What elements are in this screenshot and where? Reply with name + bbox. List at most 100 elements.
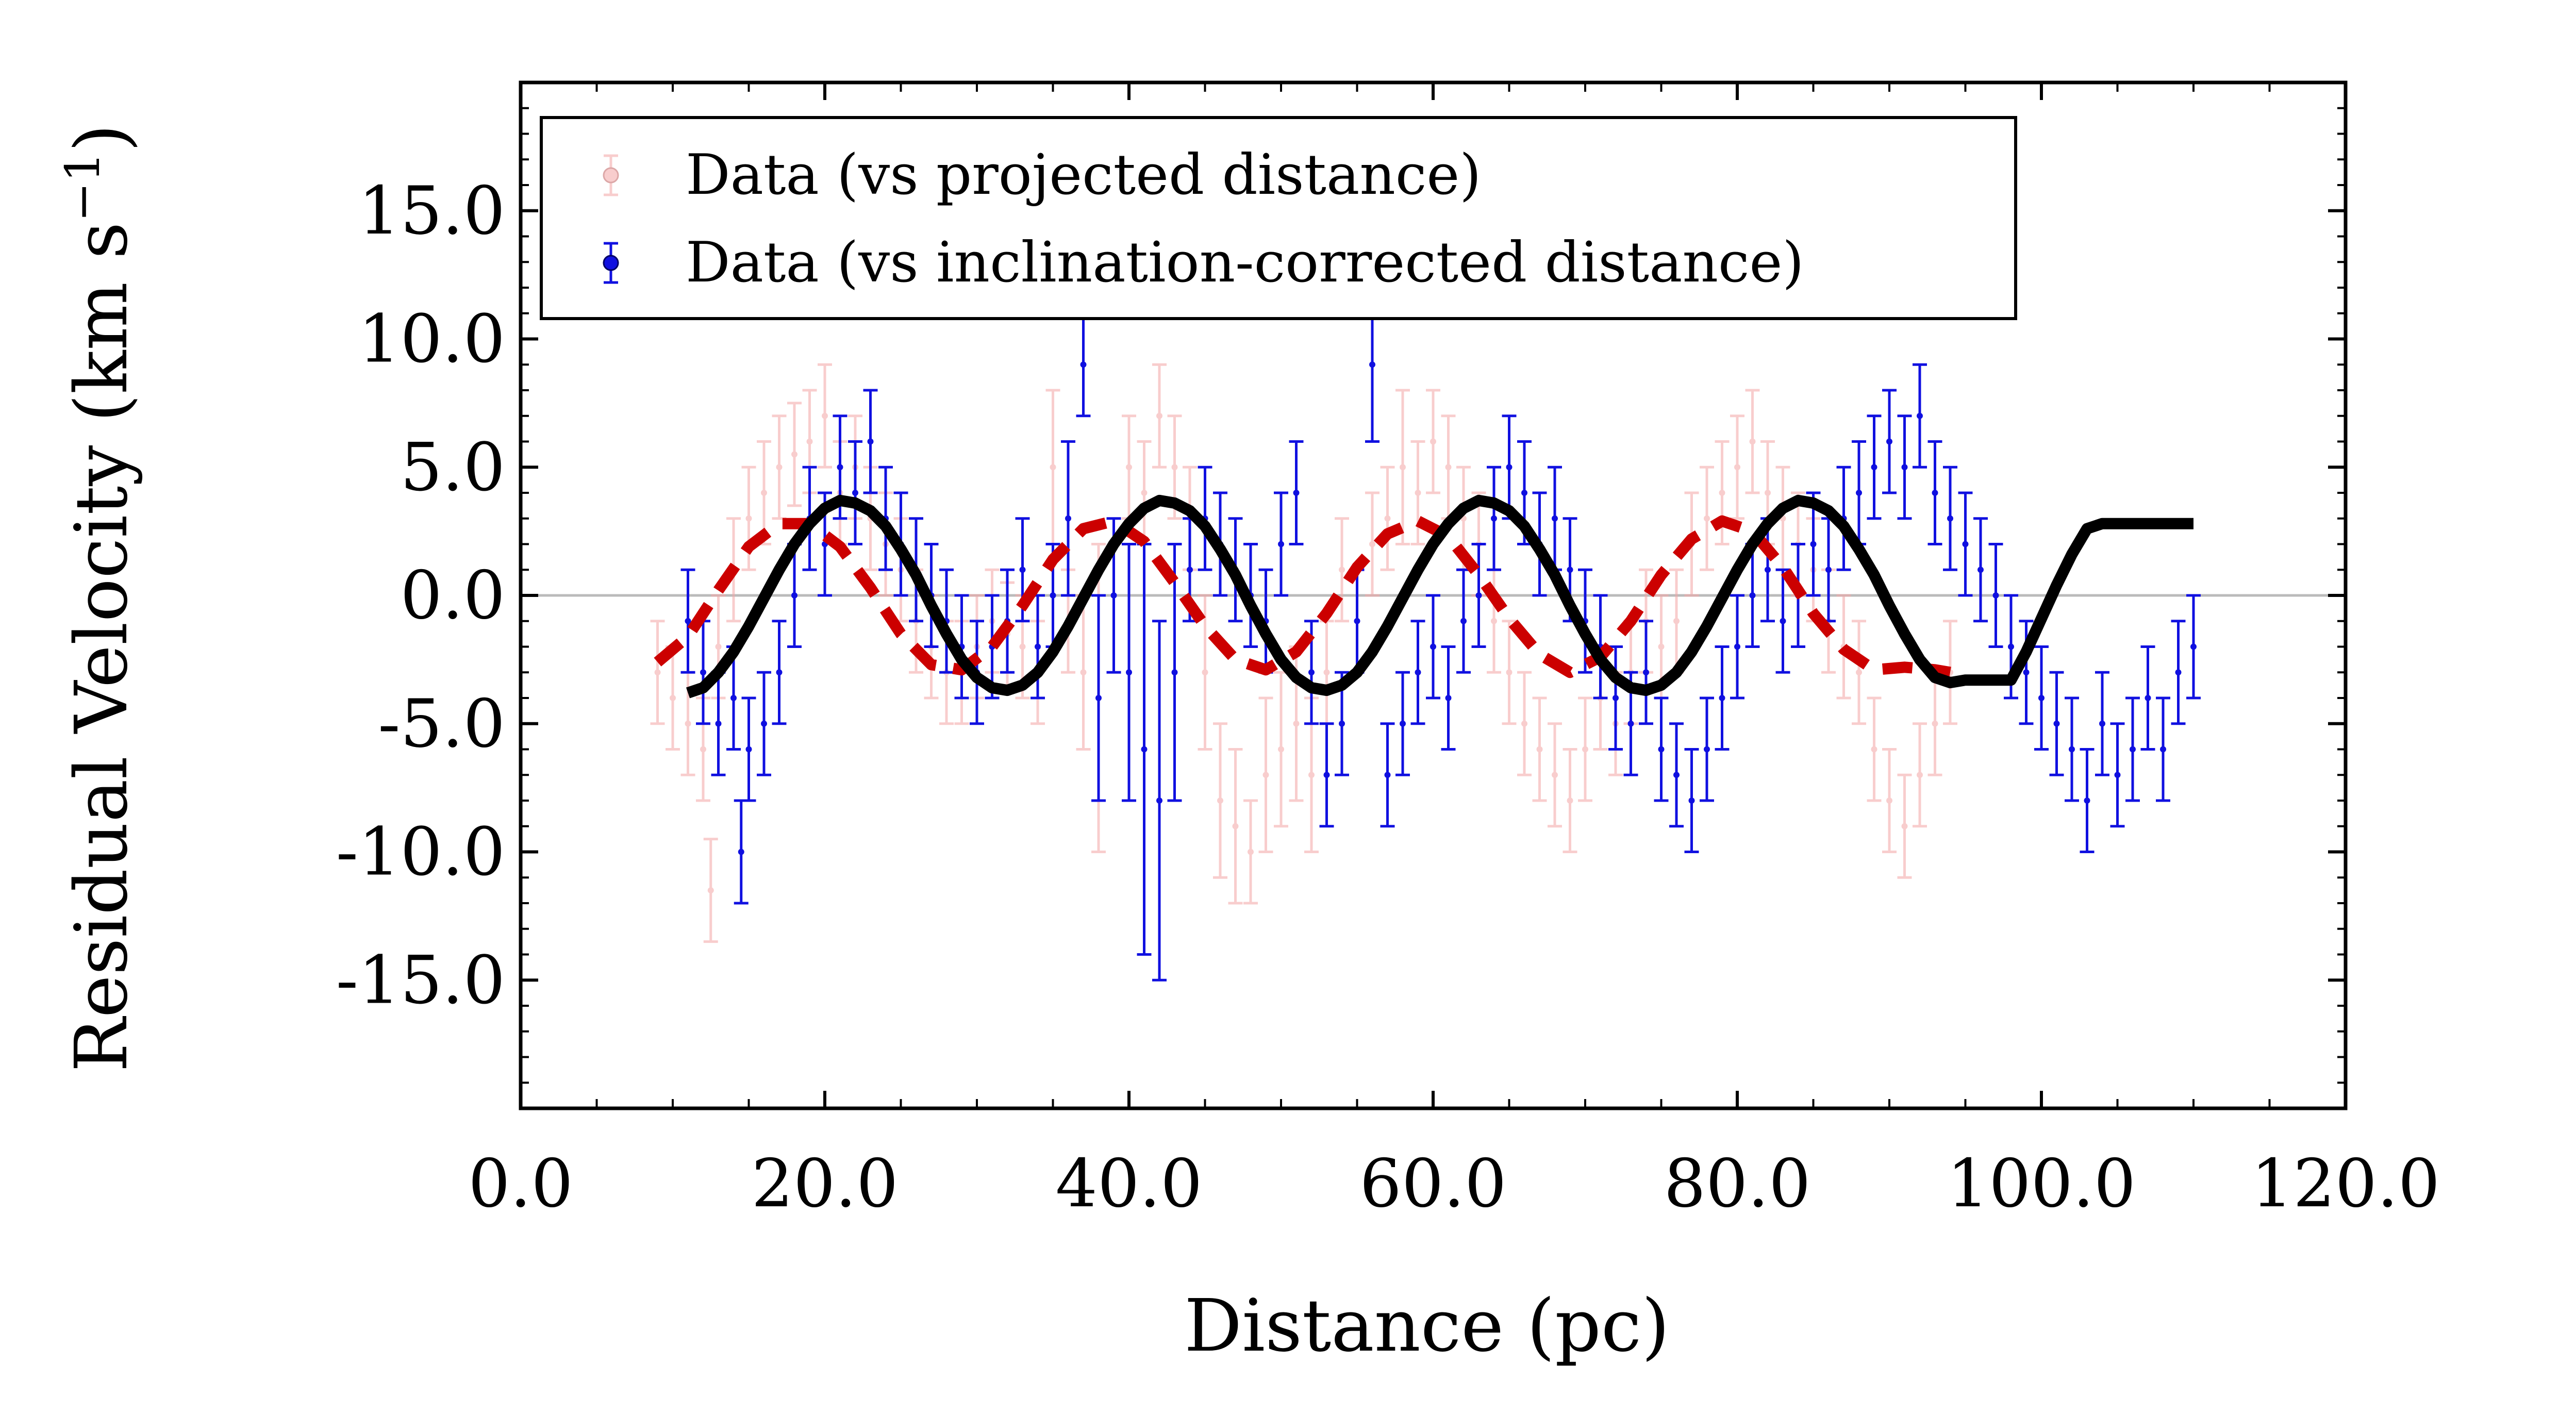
y-tick-label: 10.0 bbox=[358, 301, 505, 378]
point-marker bbox=[806, 438, 813, 445]
point-marker bbox=[761, 490, 767, 496]
data-point bbox=[1426, 594, 1440, 700]
point-marker bbox=[1673, 618, 1680, 624]
data-point bbox=[1730, 414, 1744, 520]
point-marker bbox=[1019, 567, 1026, 573]
data-point bbox=[1198, 594, 1212, 751]
data-point bbox=[1289, 440, 1304, 545]
point-marker bbox=[1536, 746, 1543, 753]
point-marker bbox=[1719, 695, 1725, 701]
point-marker bbox=[1552, 515, 1558, 522]
data-point bbox=[1745, 389, 1760, 494]
point-marker bbox=[1445, 464, 1452, 471]
point-marker bbox=[1917, 412, 1923, 419]
point-marker bbox=[1080, 669, 1087, 676]
x-tick-label: 20.0 bbox=[752, 1145, 899, 1222]
point-marker bbox=[715, 720, 722, 727]
data-point bbox=[2019, 620, 2034, 725]
point-marker bbox=[1734, 464, 1740, 471]
data-point bbox=[1730, 594, 1744, 700]
x-tick-label: 0.0 bbox=[468, 1145, 573, 1222]
point-marker bbox=[1917, 772, 1923, 778]
point-marker bbox=[1932, 720, 1938, 727]
point-marker bbox=[1369, 361, 1375, 368]
data-point bbox=[1654, 696, 1669, 802]
data-point bbox=[1988, 543, 2003, 648]
point-marker bbox=[1856, 490, 1862, 496]
point-marker bbox=[1293, 720, 1300, 727]
data-point bbox=[1365, 491, 1380, 597]
point-marker bbox=[2160, 746, 2166, 753]
point-marker bbox=[1506, 669, 1513, 676]
legend-dot bbox=[603, 255, 619, 271]
data-point bbox=[2186, 594, 2201, 700]
point-marker bbox=[1278, 746, 1284, 753]
data-point bbox=[1867, 414, 1882, 520]
data-point bbox=[1608, 645, 1623, 751]
point-marker bbox=[1126, 669, 1132, 676]
data-point bbox=[2080, 748, 2095, 853]
legend-label: Data (vs inclination-corrected distance) bbox=[686, 230, 1804, 295]
y-tick-label: -5.0 bbox=[378, 686, 505, 762]
point-marker bbox=[2190, 643, 2197, 650]
y-axis-title-main: Residual Velocity (km s bbox=[60, 222, 144, 1072]
x-tick-label: 120.0 bbox=[2251, 1145, 2440, 1222]
data-point bbox=[2125, 696, 2140, 802]
y-tick-label: 5.0 bbox=[400, 429, 505, 506]
data-point bbox=[1122, 543, 1136, 802]
point-marker bbox=[1704, 515, 1710, 522]
point-marker bbox=[776, 464, 783, 471]
data-point bbox=[1913, 363, 1927, 469]
data-point bbox=[1395, 671, 1410, 776]
point-marker bbox=[2069, 746, 2075, 753]
x-tick-label: 100.0 bbox=[1947, 1145, 2136, 1222]
point-marker bbox=[1552, 772, 1558, 778]
point-marker bbox=[1278, 541, 1284, 547]
point-marker bbox=[707, 887, 714, 894]
point-marker bbox=[1050, 592, 1056, 599]
point-marker bbox=[654, 669, 661, 676]
point-marker bbox=[1719, 490, 1725, 496]
data-point bbox=[1897, 773, 1912, 879]
point-marker bbox=[1187, 567, 1193, 573]
point-marker bbox=[1141, 490, 1148, 496]
x-tick-label: 40.0 bbox=[1056, 1145, 1203, 1222]
point-marker bbox=[1384, 515, 1391, 522]
data-point bbox=[1228, 748, 1243, 905]
point-marker bbox=[1156, 797, 1162, 804]
data-point bbox=[1167, 543, 1182, 802]
data-point bbox=[1806, 491, 1821, 597]
point-marker bbox=[1141, 746, 1148, 753]
data-point bbox=[772, 414, 787, 520]
point-marker bbox=[1339, 720, 1345, 727]
point-marker bbox=[1901, 464, 1908, 471]
data-point bbox=[1410, 620, 1425, 725]
point-marker bbox=[2130, 746, 2136, 753]
data-point bbox=[1152, 363, 1167, 469]
point-marker bbox=[1491, 515, 1497, 522]
point-marker bbox=[1825, 567, 1832, 573]
point-marker bbox=[1354, 618, 1360, 624]
point-marker bbox=[822, 412, 828, 419]
point-marker bbox=[1400, 720, 1406, 727]
y-tick-label: -15.0 bbox=[336, 942, 505, 1019]
data-point bbox=[2110, 722, 2125, 828]
data-point bbox=[1927, 440, 1942, 545]
legend-dot bbox=[603, 167, 619, 184]
data-point bbox=[741, 696, 756, 802]
data-point bbox=[1395, 389, 1410, 545]
point-marker bbox=[1992, 592, 1999, 599]
point-marker bbox=[715, 643, 722, 650]
data-point bbox=[2140, 645, 2155, 751]
point-marker bbox=[1308, 669, 1315, 676]
point-marker bbox=[1977, 567, 1984, 573]
point-marker bbox=[1734, 643, 1740, 650]
data-point bbox=[1973, 517, 1988, 623]
point-marker bbox=[1171, 464, 1178, 471]
y-tick-label: 15.0 bbox=[358, 173, 505, 250]
point-marker bbox=[1688, 797, 1695, 804]
point-marker bbox=[1749, 592, 1756, 599]
point-marker bbox=[1430, 438, 1436, 445]
svg-text:Residual Velocity (km s−1): Residual Velocity (km s−1) bbox=[55, 124, 144, 1072]
data-point bbox=[1548, 722, 1562, 828]
